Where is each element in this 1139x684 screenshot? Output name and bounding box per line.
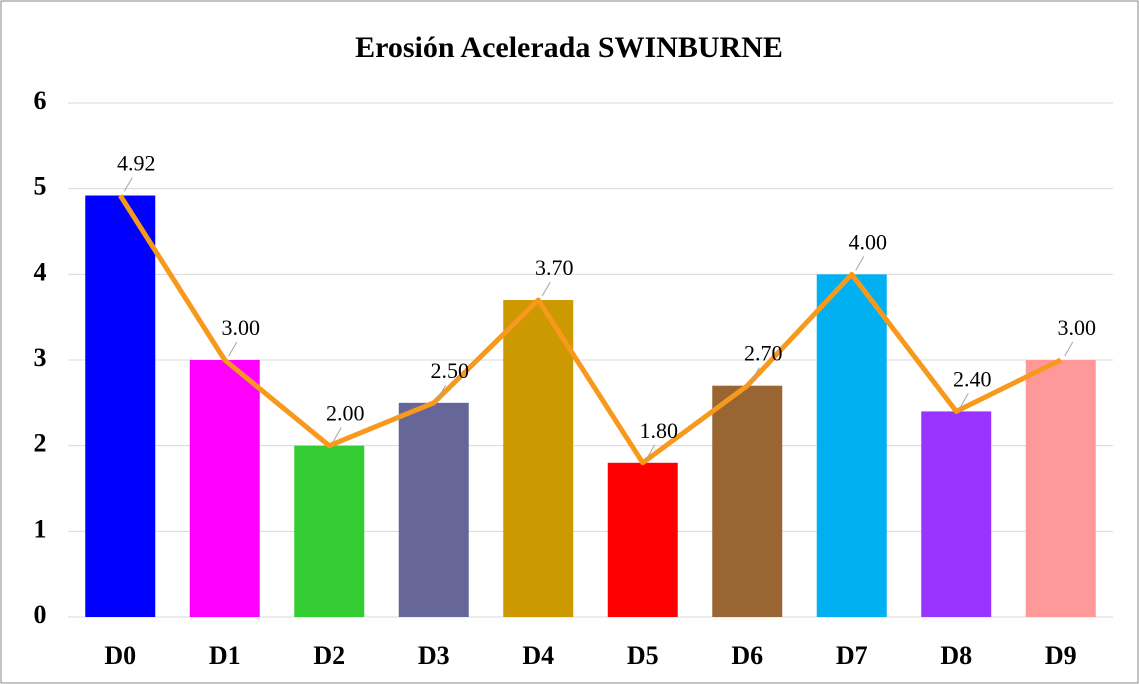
- data-label: 4.92: [117, 151, 156, 176]
- y-tick-label: 0: [34, 600, 47, 629]
- bar: [1025, 360, 1096, 617]
- leader-line: [332, 427, 342, 442]
- leader-line: [959, 393, 969, 408]
- leader-line: [1064, 341, 1074, 357]
- y-tick-label: 6: [34, 86, 47, 115]
- leader-line: [123, 177, 133, 192]
- bar: [85, 195, 156, 617]
- leader-line: [750, 367, 760, 382]
- data-label: 3.00: [222, 315, 261, 340]
- y-tick-label: 4: [34, 257, 47, 286]
- data-label: 1.80: [640, 418, 679, 443]
- x-tick-label: D1: [209, 641, 241, 670]
- x-tick-label: D9: [1045, 641, 1077, 670]
- bar: [398, 402, 469, 617]
- x-tick-label: D3: [418, 641, 450, 670]
- x-tick-label: D2: [313, 641, 345, 670]
- bar: [189, 360, 260, 617]
- bar: [294, 445, 365, 617]
- y-tick-label: 3: [34, 343, 47, 372]
- bar: [607, 462, 678, 617]
- y-tick-label: 5: [34, 172, 47, 201]
- leader-line: [437, 384, 447, 400]
- leader-line: [646, 444, 656, 460]
- data-label: 2.50: [431, 358, 470, 383]
- data-label: 2.40: [953, 366, 992, 391]
- y-tick-label: 2: [34, 429, 47, 458]
- bar: [921, 411, 992, 617]
- data-label: 4.00: [849, 229, 888, 254]
- x-tick-label: D4: [522, 641, 554, 670]
- data-label: 3.70: [535, 255, 574, 280]
- y-tick-label: 1: [34, 514, 47, 543]
- x-tick-label: D5: [627, 641, 659, 670]
- data-label: 3.00: [1058, 315, 1097, 340]
- data-label: 2.70: [744, 341, 783, 366]
- x-tick-label: D6: [731, 641, 763, 670]
- data-label: 2.00: [326, 401, 365, 426]
- bar: [712, 385, 783, 617]
- leader-line: [855, 256, 865, 271]
- x-tick-label: D0: [104, 641, 136, 670]
- bar: [503, 300, 574, 617]
- leader-line: [228, 341, 238, 357]
- leader-line: [541, 281, 551, 297]
- bar: [816, 274, 887, 617]
- x-tick-label: D8: [940, 641, 972, 670]
- chart-title: Erosión Acelerada SWINBURNE: [355, 31, 783, 64]
- x-tick-label: D7: [836, 641, 868, 670]
- trend-line: [118, 194, 1062, 466]
